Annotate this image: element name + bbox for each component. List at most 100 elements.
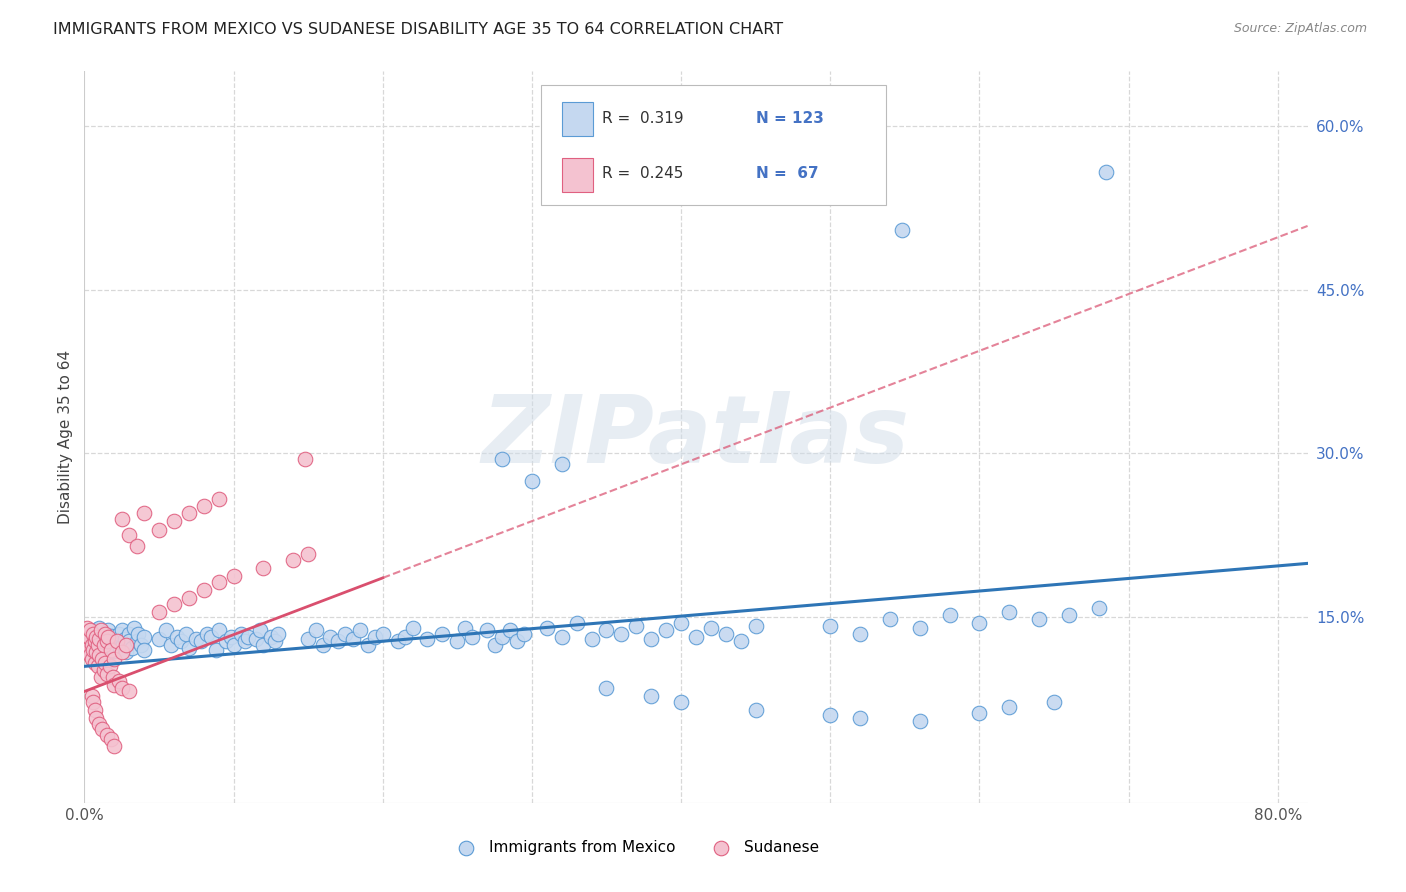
Point bbox=[252, 638, 274, 652]
Point bbox=[170, 634, 193, 648]
Point bbox=[98, 645, 121, 659]
Point bbox=[190, 634, 212, 648]
Point bbox=[714, 626, 737, 640]
Point bbox=[200, 630, 222, 644]
Point bbox=[207, 492, 229, 507]
Point bbox=[94, 641, 117, 656]
Point bbox=[879, 612, 901, 626]
Point bbox=[595, 624, 617, 638]
Point bbox=[498, 624, 520, 638]
Point bbox=[89, 717, 111, 731]
Point bbox=[101, 670, 124, 684]
Point bbox=[640, 632, 662, 646]
Point bbox=[849, 711, 872, 725]
Point bbox=[83, 703, 105, 717]
Point bbox=[326, 634, 349, 648]
Point bbox=[297, 547, 319, 561]
Point bbox=[114, 632, 136, 646]
Point bbox=[80, 689, 103, 703]
Point bbox=[744, 703, 766, 717]
Text: Source: ZipAtlas.com: Source: ZipAtlas.com bbox=[1233, 22, 1367, 36]
Point bbox=[595, 681, 617, 695]
Point bbox=[77, 632, 100, 646]
Point bbox=[319, 630, 342, 644]
Point bbox=[195, 626, 218, 640]
Point bbox=[387, 634, 409, 648]
Text: IMMIGRANTS FROM MEXICO VS SUDANESE DISABILITY AGE 35 TO 64 CORRELATION CHART: IMMIGRANTS FROM MEXICO VS SUDANESE DISAB… bbox=[53, 22, 783, 37]
Point bbox=[908, 714, 931, 728]
Point bbox=[118, 626, 141, 640]
Point bbox=[87, 638, 110, 652]
Point bbox=[82, 626, 104, 640]
Point bbox=[96, 632, 118, 646]
Point bbox=[94, 626, 117, 640]
Point bbox=[297, 632, 319, 646]
Point bbox=[506, 634, 529, 648]
Point bbox=[97, 630, 120, 644]
Point bbox=[98, 659, 121, 673]
Point bbox=[100, 732, 122, 747]
Point bbox=[79, 640, 101, 655]
Point bbox=[76, 645, 98, 659]
Point bbox=[80, 638, 103, 652]
Point bbox=[115, 638, 138, 652]
Point bbox=[105, 634, 128, 648]
Point bbox=[264, 634, 287, 648]
Point bbox=[304, 624, 326, 638]
Point bbox=[118, 634, 141, 648]
Point bbox=[84, 640, 107, 654]
Text: R =  0.245: R = 0.245 bbox=[602, 167, 683, 181]
Point bbox=[1057, 607, 1080, 622]
Point bbox=[82, 695, 104, 709]
Point bbox=[77, 645, 100, 659]
Text: N =  67: N = 67 bbox=[756, 167, 820, 181]
Point bbox=[581, 632, 603, 646]
Legend: Immigrants from Mexico, Sudanese: Immigrants from Mexico, Sudanese bbox=[444, 834, 825, 861]
Point bbox=[77, 640, 100, 655]
Point bbox=[155, 624, 177, 638]
Point bbox=[112, 638, 135, 652]
Point bbox=[849, 626, 872, 640]
Point bbox=[100, 629, 122, 643]
Point bbox=[96, 634, 118, 648]
Point bbox=[655, 624, 678, 638]
Point bbox=[998, 605, 1021, 619]
Point bbox=[108, 640, 131, 655]
Point bbox=[744, 619, 766, 633]
Point bbox=[335, 626, 357, 640]
Point bbox=[401, 621, 423, 635]
Point bbox=[103, 739, 125, 753]
Point bbox=[132, 643, 155, 657]
Point bbox=[80, 651, 103, 665]
Point bbox=[93, 663, 115, 677]
Point bbox=[1028, 612, 1050, 626]
Point bbox=[193, 582, 215, 597]
Point bbox=[177, 640, 200, 655]
Point bbox=[513, 626, 536, 640]
Point bbox=[91, 722, 114, 736]
Point bbox=[148, 523, 170, 537]
Text: N = 123: N = 123 bbox=[756, 111, 824, 126]
Point bbox=[249, 624, 271, 638]
Point bbox=[132, 507, 155, 521]
Point bbox=[89, 635, 111, 649]
Point bbox=[103, 644, 125, 658]
Point bbox=[76, 638, 98, 652]
Point bbox=[204, 643, 226, 657]
Point bbox=[80, 648, 103, 663]
Point bbox=[491, 451, 513, 466]
Point bbox=[83, 656, 105, 670]
Point bbox=[669, 615, 692, 630]
Point bbox=[186, 632, 208, 646]
Point bbox=[890, 222, 912, 236]
Point bbox=[193, 499, 215, 513]
Point bbox=[94, 626, 117, 640]
Point bbox=[84, 711, 107, 725]
Point bbox=[461, 630, 484, 644]
Point bbox=[84, 645, 107, 659]
Point bbox=[416, 632, 439, 646]
Point bbox=[969, 615, 991, 630]
Point bbox=[90, 670, 112, 684]
Point bbox=[148, 632, 170, 646]
Point bbox=[90, 639, 112, 653]
